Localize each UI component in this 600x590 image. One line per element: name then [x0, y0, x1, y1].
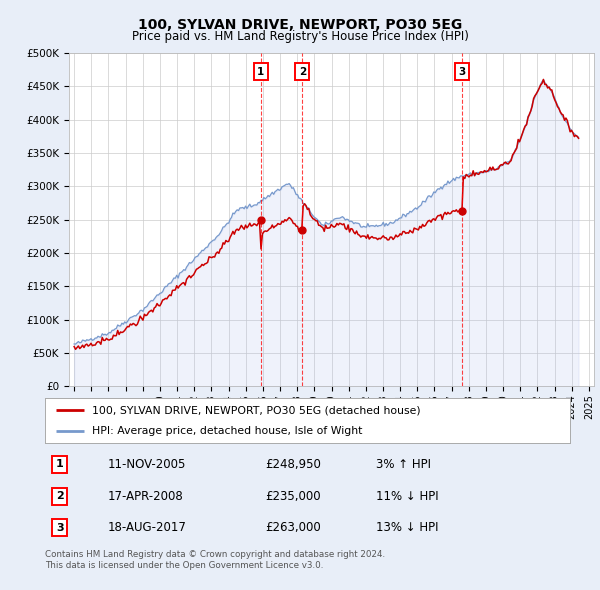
Text: This data is licensed under the Open Government Licence v3.0.: This data is licensed under the Open Gov…: [45, 560, 323, 569]
Text: 1: 1: [257, 67, 264, 77]
Text: 100, SYLVAN DRIVE, NEWPORT, PO30 5EG (detached house): 100, SYLVAN DRIVE, NEWPORT, PO30 5EG (de…: [92, 405, 421, 415]
Text: £263,000: £263,000: [265, 522, 321, 535]
Text: £235,000: £235,000: [265, 490, 321, 503]
Text: 11-NOV-2005: 11-NOV-2005: [108, 458, 187, 471]
Text: 2: 2: [299, 67, 306, 77]
Text: 100, SYLVAN DRIVE, NEWPORT, PO30 5EG: 100, SYLVAN DRIVE, NEWPORT, PO30 5EG: [138, 18, 462, 32]
Text: Price paid vs. HM Land Registry's House Price Index (HPI): Price paid vs. HM Land Registry's House …: [131, 30, 469, 43]
Text: 3% ↑ HPI: 3% ↑ HPI: [376, 458, 431, 471]
Text: 3: 3: [56, 523, 64, 533]
Text: 13% ↓ HPI: 13% ↓ HPI: [376, 522, 438, 535]
Text: 18-AUG-2017: 18-AUG-2017: [108, 522, 187, 535]
Text: 3: 3: [459, 67, 466, 77]
Text: 2: 2: [56, 491, 64, 501]
Text: 1: 1: [56, 460, 64, 470]
Text: HPI: Average price, detached house, Isle of Wight: HPI: Average price, detached house, Isle…: [92, 425, 362, 435]
Text: 11% ↓ HPI: 11% ↓ HPI: [376, 490, 439, 503]
Text: £248,950: £248,950: [265, 458, 322, 471]
Text: 17-APR-2008: 17-APR-2008: [108, 490, 184, 503]
Text: Contains HM Land Registry data © Crown copyright and database right 2024.: Contains HM Land Registry data © Crown c…: [45, 550, 385, 559]
